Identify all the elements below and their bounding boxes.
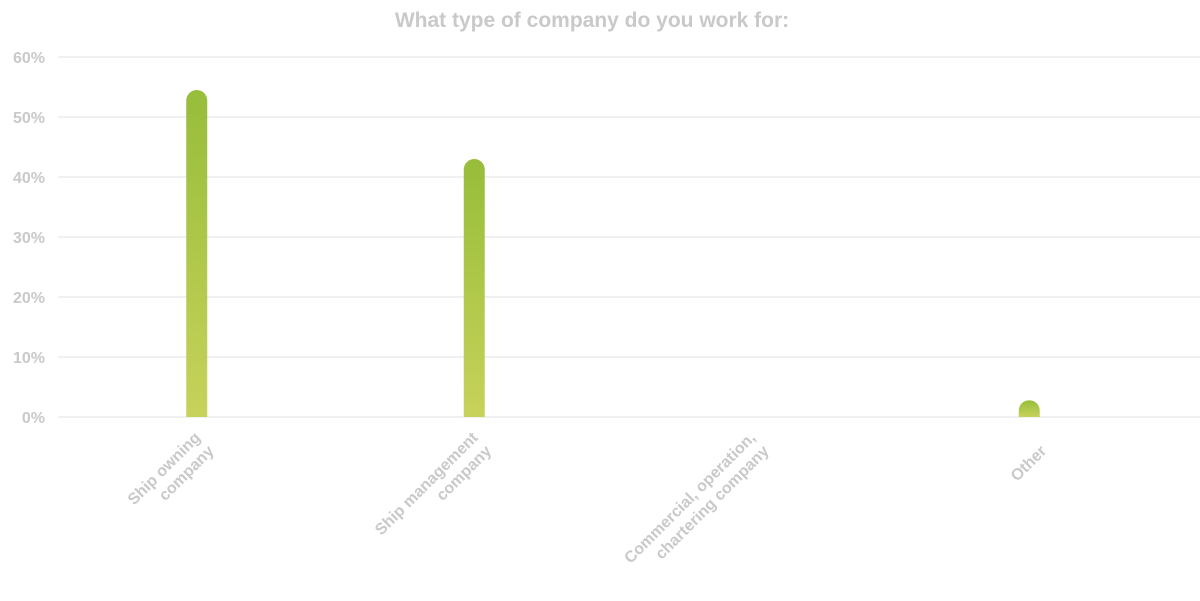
bar — [1019, 400, 1040, 417]
bars — [186, 90, 1040, 417]
y-tick-label: 20% — [13, 290, 45, 307]
bar — [186, 90, 207, 417]
grid-lines — [58, 57, 1200, 417]
bar — [464, 159, 485, 417]
y-tick-label: 50% — [13, 110, 45, 127]
y-tick-label: 10% — [13, 350, 45, 367]
y-axis: 0% 10% 20% 30% 40% 50% 60% — [13, 50, 45, 427]
y-tick-label: 60% — [13, 50, 45, 67]
y-tick-label: 30% — [13, 230, 45, 247]
y-tick-label: 40% — [13, 170, 45, 187]
y-tick-label: 0% — [22, 410, 45, 427]
x-tick-label: Other — [1008, 443, 1050, 485]
x-axis: Ship owningcompany Ship managementcompany… — [125, 429, 1050, 581]
x-tick-label: Ship owningcompany — [125, 429, 218, 522]
x-tick-label: Ship managementcompany — [372, 429, 495, 552]
x-tick-label: Commercial, operation,chartering company — [621, 429, 772, 580]
chart-title: What type of company do you work for: — [395, 9, 789, 32]
